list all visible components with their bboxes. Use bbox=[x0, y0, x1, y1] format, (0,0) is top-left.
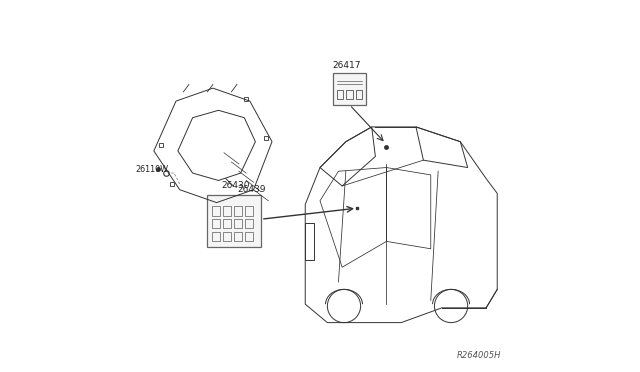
Bar bbox=[245, 219, 253, 228]
Bar bbox=[356, 90, 362, 99]
Text: 26439: 26439 bbox=[237, 185, 266, 194]
Text: 26110W: 26110W bbox=[136, 165, 168, 174]
Text: R264005H: R264005H bbox=[456, 350, 501, 359]
Bar bbox=[223, 219, 231, 228]
Bar bbox=[333, 73, 366, 105]
Bar bbox=[337, 90, 343, 99]
Bar bbox=[223, 232, 231, 241]
Bar bbox=[223, 206, 231, 215]
Bar bbox=[234, 219, 242, 228]
Bar bbox=[245, 206, 253, 215]
Bar bbox=[346, 90, 353, 99]
Text: 26417: 26417 bbox=[332, 61, 361, 70]
Bar bbox=[207, 195, 261, 247]
Bar bbox=[305, 223, 314, 260]
Bar bbox=[212, 206, 220, 215]
Bar bbox=[212, 232, 220, 241]
Bar bbox=[212, 219, 220, 228]
Text: 26430: 26430 bbox=[221, 181, 250, 190]
Bar bbox=[234, 206, 242, 215]
Bar bbox=[234, 232, 242, 241]
Bar bbox=[245, 232, 253, 241]
